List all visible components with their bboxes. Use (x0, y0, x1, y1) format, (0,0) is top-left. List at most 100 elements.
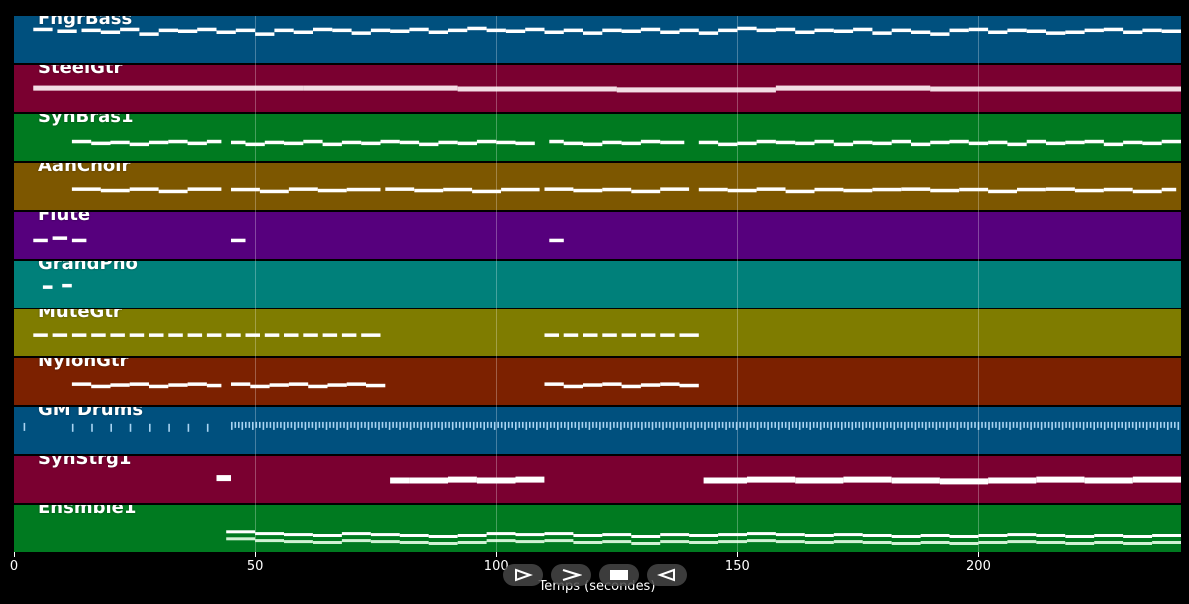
drum-hit (241, 422, 244, 431)
drum-hit (283, 422, 286, 431)
note (1123, 535, 1152, 538)
drum-hit (585, 422, 587, 429)
drum-hit (925, 422, 927, 431)
track-label: Flute (38, 211, 91, 225)
note (631, 542, 661, 545)
drum-hit (784, 422, 787, 429)
drum-hit (907, 422, 910, 429)
drum-hit (1135, 422, 1137, 431)
drum-hit (546, 422, 549, 431)
note (501, 187, 530, 191)
note (756, 187, 786, 191)
note (660, 333, 675, 338)
drum-hit (883, 422, 885, 431)
drum-hit (1128, 422, 1130, 429)
drum-hit (518, 422, 521, 429)
drum-hit (437, 422, 440, 429)
drum-hit (981, 422, 983, 429)
note (795, 141, 815, 145)
drum-hit (1107, 422, 1109, 429)
note (930, 86, 1181, 92)
track-label: MuteGtr (38, 309, 122, 323)
drum-hit (357, 422, 359, 431)
drum-hit (900, 422, 903, 429)
note (660, 540, 690, 544)
drum-hit (641, 422, 643, 431)
note (448, 476, 477, 483)
note (216, 475, 231, 482)
track-notes (71, 139, 1181, 146)
note (341, 532, 371, 536)
play-button[interactable] (503, 564, 543, 586)
note (226, 537, 256, 541)
note (515, 533, 545, 537)
note (390, 477, 410, 484)
drum-hit (616, 422, 619, 429)
drum-hit (543, 422, 545, 429)
drum-hit (939, 422, 941, 429)
drum-hit (819, 422, 822, 431)
note (284, 333, 299, 338)
track-grandpno: GrandPno (14, 260, 1181, 308)
fast-forward-button[interactable] (551, 564, 591, 586)
note (486, 532, 516, 536)
note (197, 27, 217, 32)
piano-roll-plot: FngrBass SteelGtr SynBras1 AahChoir Flute Gra… (14, 16, 1181, 552)
stop-button[interactable] (599, 564, 639, 586)
note (457, 534, 487, 537)
drum-hit (774, 422, 776, 429)
drum-hit (627, 422, 629, 429)
drum-hit (294, 422, 296, 431)
note (366, 384, 386, 388)
note (476, 477, 516, 484)
drum-hit (865, 422, 868, 429)
note (370, 540, 400, 544)
drum-hit (1138, 422, 1141, 429)
drum-hit (756, 422, 759, 431)
note (988, 30, 1008, 34)
note (1161, 139, 1181, 144)
note (718, 28, 738, 33)
note (891, 139, 911, 144)
drum-hit (876, 422, 878, 429)
drum-hit (448, 422, 450, 429)
drum-hit (672, 422, 675, 431)
drum-hit (921, 422, 924, 429)
note (775, 85, 931, 91)
drum-hit (963, 422, 966, 429)
drum-hit (71, 423, 74, 432)
note (640, 383, 661, 388)
note (853, 27, 873, 32)
drum-hit (423, 422, 426, 429)
drum-hit (851, 422, 854, 431)
drum-hit (1072, 422, 1074, 431)
drum-hit (1026, 422, 1029, 429)
track-nylongtr: NylonGtr (14, 358, 1181, 406)
drum-hit (1174, 422, 1176, 429)
drum-hit (1096, 422, 1099, 429)
note (457, 86, 617, 92)
note (419, 142, 439, 146)
drum-hit (110, 423, 112, 432)
note (911, 142, 931, 146)
note (385, 187, 415, 191)
note (563, 384, 583, 389)
note (660, 30, 680, 34)
drum-hit (564, 422, 566, 429)
note (698, 187, 728, 191)
drum-hit (1160, 422, 1162, 429)
drum-hit (497, 422, 499, 429)
note (814, 28, 834, 33)
drum-hit (1124, 422, 1127, 431)
x-tick-mark (14, 552, 15, 557)
rewind-button[interactable] (647, 564, 687, 586)
drum-hit (571, 422, 573, 429)
note (149, 140, 169, 144)
drum-hit (529, 422, 531, 429)
note (351, 31, 371, 35)
drum-hit (749, 422, 752, 429)
note (602, 540, 632, 544)
drum-hit (620, 422, 622, 431)
drum-hit (732, 422, 734, 429)
drum-hit (662, 422, 664, 431)
